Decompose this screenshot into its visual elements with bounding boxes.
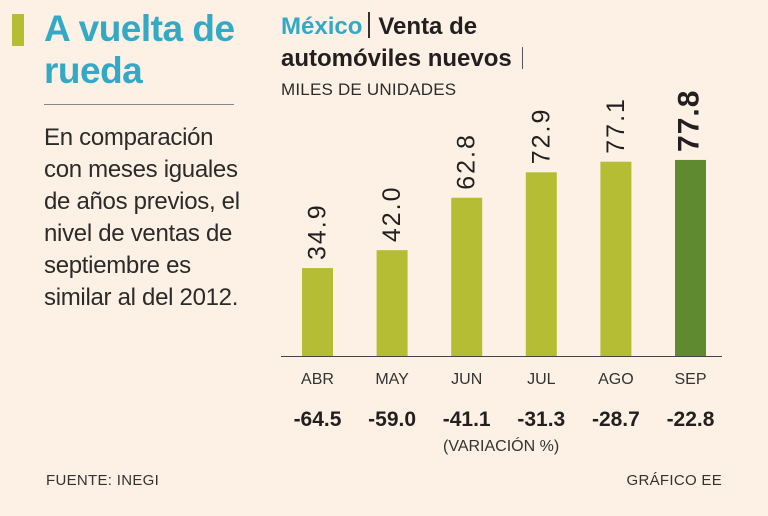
bar-may (376, 250, 408, 356)
headline-divider (44, 104, 234, 105)
accent-bar (12, 14, 24, 46)
chart-title-text-2: automóviles nuevos (281, 45, 512, 72)
source-note: FUENTE: INEGI (46, 472, 160, 489)
variation-label: (VARIACIÓN %) (443, 438, 560, 455)
title-separator (368, 12, 371, 38)
variation-abr: -64.5 (294, 408, 342, 431)
intro-text: En comparación con meses iguales de años… (44, 124, 240, 311)
bar-jul (525, 172, 557, 356)
chart-title-text: Venta de (378, 13, 478, 40)
value-label-may: 42.0 (378, 185, 406, 242)
x-tick-jun: JUN (451, 371, 482, 388)
bar-ago (600, 161, 632, 356)
value-label-sep: 77.8 (673, 90, 706, 152)
value-label-ago: 77.1 (602, 97, 630, 154)
credit-note: GRÁFICO EE (626, 472, 722, 489)
units-label: MILES DE UNIDADES (281, 80, 457, 99)
headline: A vuelta de rueda (44, 8, 235, 91)
chart-title-line2: automóviles nuevos (281, 44, 523, 74)
value-label-abr: 34.9 (304, 203, 332, 260)
x-tick-jul: JUL (527, 371, 556, 388)
x-tick-may: MAY (375, 371, 409, 388)
variation-jul: -31.3 (517, 408, 565, 431)
variation-jun: -41.1 (443, 408, 491, 431)
bar-abr (302, 268, 333, 356)
chart-title-line1: México Venta de (281, 12, 477, 42)
variation-sep: -22.8 (667, 408, 715, 431)
title-separator-2 (521, 47, 523, 69)
x-tick-sep: SEP (674, 371, 706, 388)
bar-jun (451, 197, 483, 356)
x-tick-abr: ABR (301, 371, 334, 388)
variation-ago: -28.7 (592, 408, 640, 431)
value-label-jun: 62.8 (453, 133, 481, 190)
x-tick-ago: AGO (598, 371, 634, 388)
variation-may: -59.0 (368, 408, 416, 431)
chart-country: México (281, 13, 363, 40)
bar-sep (675, 159, 706, 356)
value-label-jul: 72.9 (527, 108, 555, 165)
